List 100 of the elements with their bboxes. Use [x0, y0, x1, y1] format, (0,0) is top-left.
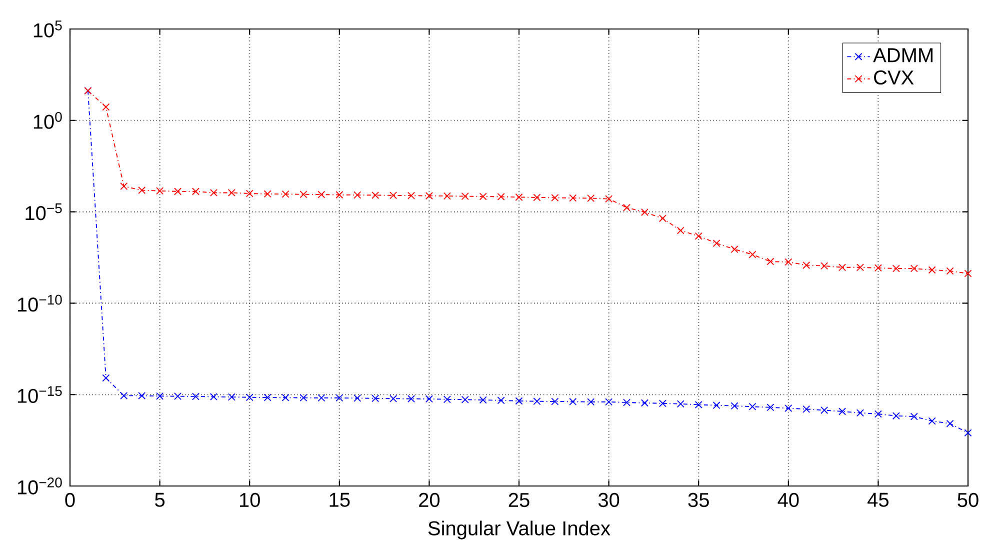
legend-label: ADMM [873, 48, 932, 62]
point [515, 397, 523, 405]
point [910, 264, 918, 272]
point [820, 406, 828, 414]
point [874, 264, 882, 272]
point [946, 267, 954, 275]
x-tick-label: 10 [240, 492, 260, 508]
point [479, 396, 487, 404]
point [120, 182, 128, 190]
point [515, 193, 523, 201]
point [138, 186, 146, 194]
point [228, 188, 236, 197]
point [892, 412, 900, 420]
point [640, 208, 648, 216]
point [784, 404, 792, 412]
point [443, 396, 451, 404]
point [336, 191, 344, 199]
point [425, 192, 433, 200]
point [676, 400, 684, 408]
point [569, 398, 577, 406]
point [407, 192, 416, 200]
point [784, 258, 792, 266]
point [964, 429, 972, 437]
point [425, 395, 433, 403]
y-tick-label: 10$^{−5}$ [26, 203, 62, 220]
point [443, 192, 451, 200]
point [694, 232, 702, 240]
x-axis-title: Singular Value Index [428, 520, 610, 540]
point [282, 190, 290, 198]
point [856, 409, 864, 417]
point [892, 264, 900, 272]
point [533, 194, 541, 202]
point [658, 400, 666, 408]
x-tick-label: 5 [155, 492, 165, 507]
point [228, 393, 236, 401]
point [730, 246, 738, 254]
point [605, 195, 613, 203]
point [640, 399, 648, 407]
x-tick-label: 0 [65, 492, 75, 508]
point [210, 393, 218, 401]
x-tick-label: 30 [598, 492, 620, 508]
point [282, 394, 290, 402]
x-tick-label: 15 [330, 492, 350, 507]
y-tick-label: 10$^{−15}$ [18, 386, 62, 403]
point [246, 190, 254, 198]
point [569, 194, 577, 202]
point [102, 103, 110, 111]
point [605, 398, 613, 406]
point [210, 188, 218, 197]
point [623, 398, 631, 406]
legend-label: CVX [874, 70, 914, 85]
y-tick-label: 10$^{−20}$ [18, 478, 62, 494]
point [748, 250, 756, 258]
point [300, 190, 308, 198]
point [730, 402, 738, 410]
point [120, 392, 128, 400]
point [264, 394, 272, 402]
point [318, 190, 326, 198]
point [300, 394, 308, 402]
point [676, 226, 684, 234]
point [372, 394, 380, 402]
x-tick-label: 20 [419, 492, 440, 508]
point [712, 402, 720, 410]
point [910, 412, 918, 420]
point [766, 258, 774, 266]
point [156, 392, 164, 400]
point [156, 187, 164, 195]
point [533, 398, 541, 406]
point [192, 188, 200, 196]
point [964, 270, 972, 278]
point [246, 394, 254, 402]
point [174, 392, 182, 400]
point [192, 392, 200, 400]
x-tick-label: 50 [958, 492, 978, 508]
point [928, 417, 936, 425]
y-tick-label: 10$^{0}$ [34, 112, 62, 129]
point [856, 264, 864, 272]
point [748, 402, 756, 410]
point [874, 410, 882, 418]
point [318, 394, 326, 402]
point [694, 400, 702, 408]
point [802, 405, 810, 413]
point [820, 262, 828, 270]
point [390, 192, 398, 200]
point [461, 396, 469, 404]
point [551, 194, 559, 202]
point [658, 214, 666, 222]
point [461, 192, 469, 200]
point [354, 394, 362, 402]
point [174, 188, 182, 196]
point [264, 190, 272, 198]
x-tick-label: 35 [688, 492, 709, 508]
point [138, 392, 146, 400]
point [497, 396, 505, 404]
x-tick-label: 40 [778, 492, 799, 508]
y-tick-label: 10$^{5}$ [34, 20, 62, 38]
point [928, 266, 936, 274]
point [587, 194, 595, 202]
point [766, 404, 774, 412]
point [407, 395, 416, 403]
